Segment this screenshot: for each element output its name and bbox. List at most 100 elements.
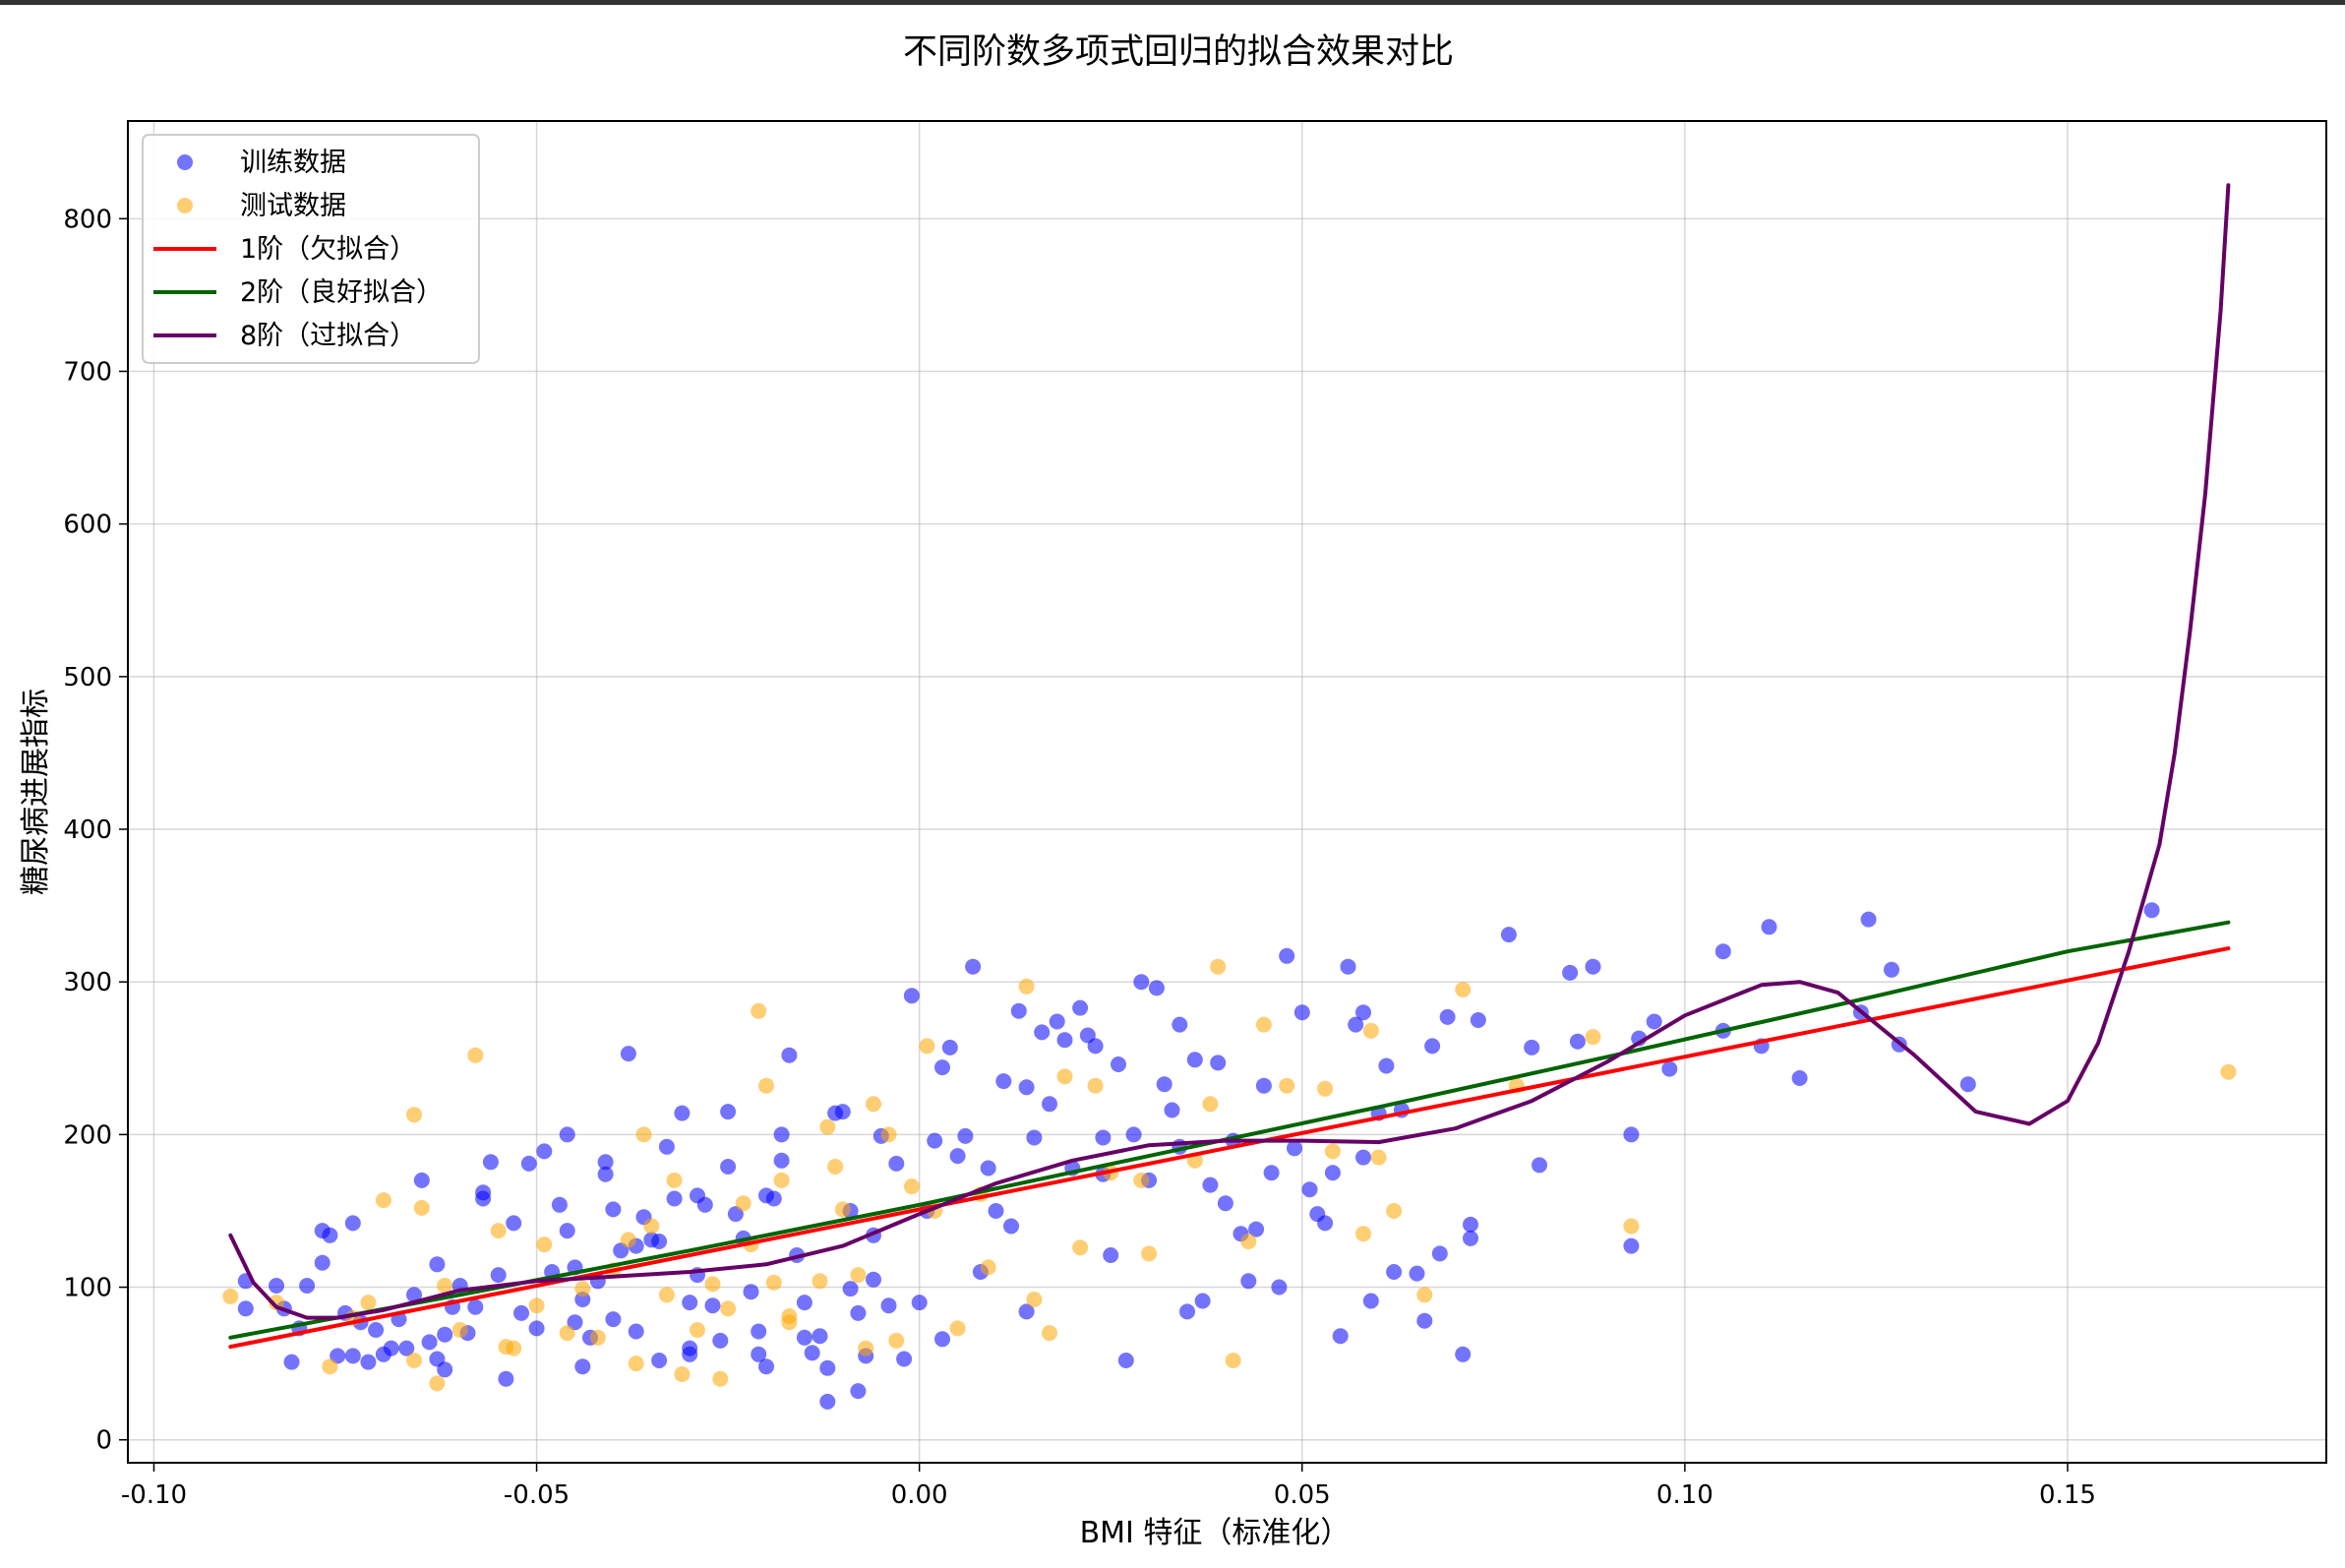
- train-point: [237, 1300, 254, 1317]
- test-point: [1324, 1143, 1341, 1160]
- legend-label-test: 测试数据: [240, 191, 346, 221]
- test-point: [1210, 958, 1227, 975]
- train-point: [866, 1271, 881, 1288]
- train-point: [1248, 1221, 1265, 1237]
- train-point: [1661, 1060, 1678, 1077]
- test-point: [1042, 1325, 1057, 1342]
- train-point: [1386, 1264, 1403, 1280]
- legend-marker-test: [177, 198, 193, 213]
- train-point: [949, 1148, 966, 1165]
- test-point: [781, 1314, 798, 1331]
- test-point: [1141, 1245, 1158, 1262]
- train-point: [812, 1328, 828, 1345]
- test-point: [1370, 1149, 1387, 1166]
- test-point: [528, 1297, 545, 1314]
- train-point: [1959, 1076, 1976, 1093]
- train-point: [1117, 1353, 1134, 1368]
- test-point: [735, 1195, 752, 1212]
- test-point: [451, 1322, 468, 1338]
- y-tick-label: 0: [95, 1426, 112, 1456]
- train-point: [1018, 1079, 1035, 1096]
- test-point: [765, 1274, 782, 1291]
- train-point: [819, 1359, 836, 1376]
- train-point: [605, 1311, 622, 1328]
- test-point: [1623, 1218, 1640, 1235]
- train-point: [536, 1143, 553, 1160]
- test-point: [880, 1126, 897, 1143]
- train-point: [1623, 1237, 1640, 1254]
- train-point: [1646, 1013, 1662, 1030]
- train-point: [1714, 943, 1731, 960]
- train-point: [674, 1105, 691, 1121]
- test-point: [322, 1358, 338, 1375]
- train-point: [1087, 1038, 1104, 1055]
- train-point: [1416, 1312, 1433, 1329]
- y-tick-label: 600: [63, 511, 112, 540]
- x-tick-label: 0.00: [891, 1480, 948, 1510]
- train-point: [773, 1152, 790, 1169]
- train-point: [980, 1160, 996, 1176]
- test-point: [1026, 1292, 1043, 1307]
- y-tick-label: 800: [63, 205, 112, 234]
- train-point: [344, 1215, 361, 1232]
- test-point: [704, 1276, 721, 1293]
- legend-box: [142, 134, 480, 364]
- train-point: [322, 1227, 338, 1243]
- test-point: [674, 1366, 691, 1382]
- train-point: [1324, 1165, 1341, 1181]
- train-point: [490, 1267, 507, 1284]
- train-point: [513, 1304, 529, 1321]
- test-point: [536, 1236, 553, 1253]
- test-point: [751, 1002, 767, 1019]
- test-point: [773, 1172, 790, 1188]
- fit-line-deg2: [228, 920, 2231, 1340]
- test-point: [375, 1192, 391, 1209]
- test-point: [850, 1267, 867, 1284]
- train-point: [299, 1278, 316, 1294]
- train-point: [1378, 1057, 1395, 1074]
- test-point: [720, 1300, 737, 1317]
- train-point: [1056, 1032, 1073, 1049]
- train-point: [1279, 947, 1295, 964]
- train-point: [834, 1104, 851, 1120]
- train-point: [927, 1132, 943, 1149]
- train-point: [1301, 1181, 1318, 1198]
- train-point: [1623, 1126, 1640, 1143]
- test-point: [1202, 1096, 1219, 1113]
- test-point: [620, 1232, 636, 1248]
- train-point: [682, 1295, 698, 1311]
- train-point: [682, 1340, 698, 1357]
- test-point: [758, 1077, 774, 1094]
- test-point: [467, 1047, 484, 1063]
- test-point: [1386, 1203, 1403, 1219]
- test-point: [903, 1178, 920, 1195]
- train-point: [1018, 1303, 1035, 1320]
- train-point: [1156, 1076, 1172, 1093]
- x-tick-label: 0.15: [2039, 1480, 2096, 1510]
- legend-label-train: 训练数据: [240, 148, 346, 178]
- train-point: [1111, 1056, 1126, 1072]
- x-tick-label: 0.10: [1656, 1480, 1714, 1510]
- test-point: [1018, 978, 1035, 995]
- train-point: [498, 1370, 514, 1387]
- train-point: [475, 1190, 492, 1207]
- train-point: [1569, 1033, 1586, 1050]
- train-point: [1049, 1013, 1065, 1030]
- train-point: [506, 1215, 522, 1232]
- legend-label-deg1: 1阶（欠拟合）: [240, 234, 416, 265]
- train-point: [1317, 1215, 1334, 1232]
- train-point: [467, 1298, 484, 1315]
- train-point: [720, 1159, 737, 1175]
- test-point: [406, 1353, 422, 1368]
- y-tick-label: 300: [63, 968, 112, 997]
- train-point: [1340, 958, 1356, 975]
- train-point: [1072, 999, 1089, 1016]
- train-point: [1463, 1216, 1478, 1233]
- train-point: [597, 1166, 614, 1182]
- train-point: [903, 988, 920, 1004]
- test-point: [490, 1223, 507, 1239]
- train-point: [368, 1322, 385, 1338]
- train-point: [651, 1353, 668, 1368]
- train-point: [1355, 1004, 1371, 1021]
